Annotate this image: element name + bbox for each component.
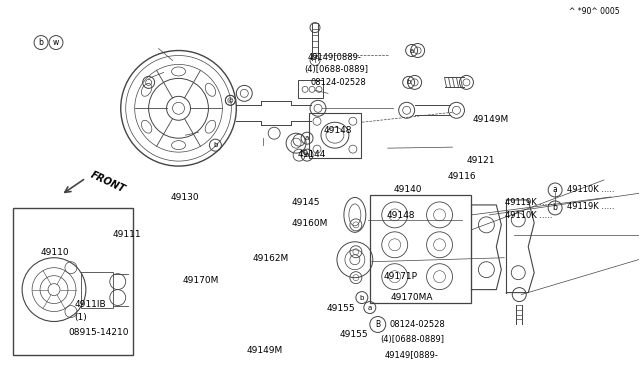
Text: (4)[0688-0889]: (4)[0688-0889] (304, 65, 368, 74)
Text: 49119K .....: 49119K ..... (505, 198, 552, 207)
Text: b: b (360, 295, 364, 301)
Text: a: a (368, 305, 372, 311)
Bar (81, 272, 113, 308)
Text: (1): (1) (74, 313, 87, 322)
Text: 4911lB: 4911lB (74, 300, 106, 309)
Text: a: a (410, 48, 414, 54)
Text: 08915-14210: 08915-14210 (68, 328, 129, 337)
Bar (13, 208, 132, 355)
Text: 49155: 49155 (339, 330, 368, 339)
Text: 49149M: 49149M (246, 346, 283, 355)
Text: 49170M: 49170M (183, 276, 220, 285)
Text: 49171P: 49171P (384, 272, 418, 281)
Text: 08124-02528: 08124-02528 (310, 78, 366, 87)
Text: 49116: 49116 (447, 172, 476, 181)
Text: B: B (375, 320, 380, 329)
Text: 49162M: 49162M (253, 254, 289, 263)
Text: 49110K .....: 49110K ..... (505, 211, 552, 220)
Text: 49130: 49130 (170, 193, 199, 202)
Text: b: b (305, 152, 309, 158)
Text: 49170MA: 49170MA (390, 293, 433, 302)
Text: b: b (213, 142, 218, 148)
Text: FRONT: FRONT (89, 170, 127, 195)
Text: (4)[0688-0889]: (4)[0688-0889] (380, 335, 444, 344)
Text: 49119K .....: 49119K ..... (567, 202, 614, 211)
Text: a: a (553, 186, 557, 195)
Text: 49145: 49145 (291, 198, 320, 207)
Text: 49149[0889-: 49149[0889- (307, 52, 361, 61)
Text: b: b (38, 38, 44, 47)
Text: ^ *90^ 0005: ^ *90^ 0005 (569, 7, 620, 16)
Text: 49148: 49148 (323, 126, 352, 135)
Text: 49144: 49144 (298, 150, 326, 159)
Text: 49148: 49148 (387, 211, 415, 220)
Text: 49140: 49140 (394, 185, 422, 194)
Text: 49110: 49110 (41, 248, 69, 257)
Text: 49155: 49155 (326, 304, 355, 313)
Text: 49111: 49111 (113, 230, 141, 239)
Text: 49110K .....: 49110K ..... (567, 186, 614, 195)
Text: 49160M: 49160M (291, 219, 328, 228)
Text: c: c (228, 98, 232, 103)
Text: w: w (53, 38, 59, 47)
Bar (298, 80, 323, 98)
Text: a: a (305, 135, 309, 141)
Text: 49149[0889-: 49149[0889- (385, 350, 438, 359)
Text: b: b (553, 203, 557, 212)
Text: b: b (406, 79, 411, 86)
Bar (309, 113, 361, 158)
Text: 49121: 49121 (467, 155, 495, 164)
Text: 08124-02528: 08124-02528 (390, 320, 445, 329)
Text: 49149M: 49149M (473, 115, 509, 124)
Bar (370, 195, 472, 302)
